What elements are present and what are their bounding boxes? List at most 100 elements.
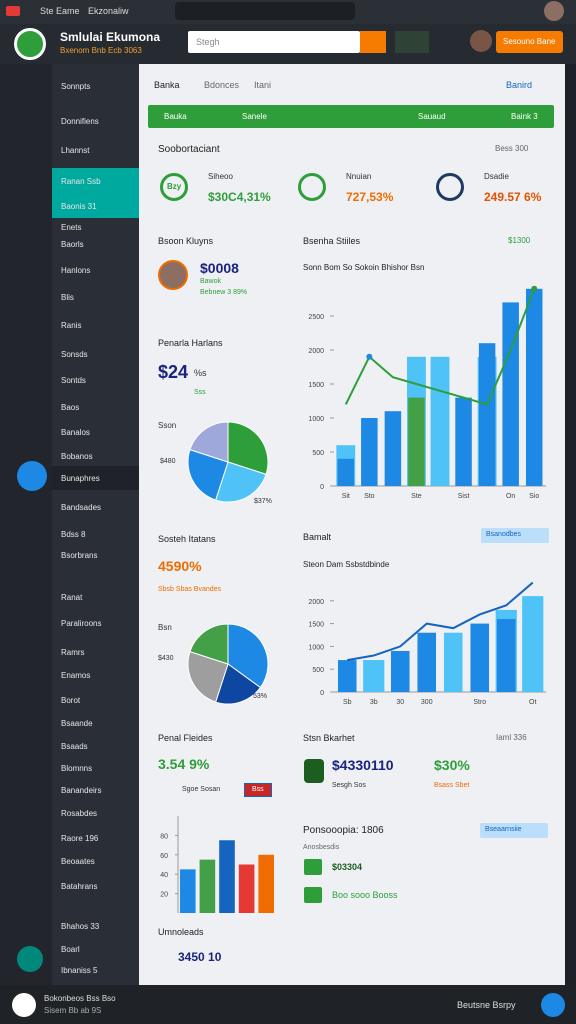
card: Soobortaciant Bess 300 Bzy Siheoo $30C4,31% N… [148, 135, 554, 218]
menu-item[interactable]: Raore 196 [61, 834, 99, 843]
breadcrumb-item[interactable]: Banka [154, 80, 180, 90]
banner-item: Sauaud [418, 112, 446, 121]
row-label[interactable]: Boo sooo Booss [332, 890, 398, 900]
menu-item[interactable]: Baos [61, 403, 80, 412]
pie-unit: %s [194, 368, 207, 378]
profile-label: Bawok [200, 278, 222, 285]
menu-item[interactable]: Sontds [61, 376, 86, 385]
menu-item[interactable]: Bsaads [61, 742, 88, 751]
card: Ponsooopia: 1806 Bseaarnsiie Anosbesdis $03… [294, 813, 554, 920]
card-title: Penarla Harlans [158, 338, 223, 348]
y-tick-label: 0 [320, 690, 324, 697]
metric-icon-label: Bzy [167, 182, 182, 191]
bar [431, 363, 449, 486]
avatar[interactable] [544, 1, 564, 21]
menu-item[interactable]: Bhahos 33 [61, 922, 100, 931]
header-button[interactable]: Sesouno Bane [496, 31, 563, 53]
x-tick-label: Sb [343, 699, 352, 706]
menu-item[interactable]: Hanlons [61, 266, 91, 275]
tab[interactable]: Ste Eame [40, 6, 80, 16]
breadcrumb-item[interactable]: Itani [254, 80, 272, 90]
menu-item[interactable]: Sonnpts [61, 82, 91, 91]
menu-item[interactable]: Enets [61, 223, 82, 232]
dropdown-label[interactable]: Bsanodbes [486, 531, 522, 538]
chat-button[interactable] [541, 993, 565, 1017]
menu-item[interactable]: Borot [61, 696, 81, 705]
menu-item[interactable]: Bsorbrans [61, 551, 98, 560]
search-button[interactable] [360, 31, 386, 53]
menu-item[interactable]: Banalos [61, 428, 90, 437]
menu-item[interactable]: Bunaphres [61, 474, 100, 483]
card-title: Bsenha Stiiles [303, 236, 361, 246]
sidebar: Sonnpts Donnifiens Lhannst Ranan Ssb Baonis … [52, 64, 139, 985]
row-icon [304, 859, 322, 875]
y-tick-label: 2000 [308, 599, 324, 606]
avatar [158, 260, 188, 290]
user-avatar[interactable] [470, 30, 492, 52]
menu-item[interactable]: Ranat [61, 593, 83, 602]
x-tick-label: 30 [396, 699, 404, 706]
menu-item[interactable]: Beoaates [61, 857, 95, 866]
menu-item[interactable]: Sonsds [61, 350, 88, 359]
banner: Bauka Sanele Sauaud Baink 3 [148, 105, 554, 128]
menu-item[interactable]: Banandeirs [61, 786, 102, 795]
search-input[interactable]: Stegh [188, 31, 360, 53]
avatar[interactable] [12, 993, 36, 1017]
market-value: $4330110 [332, 757, 394, 773]
menu-item[interactable]: Baonis 31 [61, 202, 97, 211]
metric-value: 249.57 6% [484, 190, 542, 204]
metric-label: Nnuian [346, 172, 372, 181]
bar [390, 650, 410, 692]
line-point [531, 285, 538, 292]
bar [199, 859, 216, 913]
tab[interactable]: Ekzonaliw [88, 6, 129, 16]
card-title: Penal Fleides [158, 733, 213, 743]
dropdown[interactable] [480, 823, 548, 838]
card-action[interactable]: Iaml 336 [496, 733, 527, 742]
rail-active[interactable] [17, 461, 47, 491]
banner-item: Bauka [164, 112, 187, 121]
menu-item[interactable]: Lhannst [61, 146, 90, 155]
rail-bottom[interactable] [17, 946, 43, 972]
banner-item: Sanele [242, 112, 267, 121]
menu-item[interactable]: Ranis [61, 321, 82, 330]
menu-item[interactable]: Rosabdes [61, 809, 98, 818]
menu-item[interactable]: Baorls [61, 240, 84, 249]
row-label[interactable]: $03304 [332, 862, 363, 872]
menu-item[interactable]: Donnifiens [61, 117, 99, 126]
metric-icon [298, 173, 326, 201]
menu-item[interactable]: Batahrans [61, 882, 98, 891]
menu-item[interactable]: Boarl [61, 945, 80, 954]
card-action[interactable]: $1300 [508, 236, 531, 245]
menu-item[interactable]: Ibnaniss 5 [61, 966, 98, 975]
card: Bsoon Kluyns $0008 Bawok Bebnew 3 89% [148, 226, 282, 318]
footer-action[interactable]: Beutsne Bsrpy [457, 1000, 516, 1010]
footer-value: 3450 10 [178, 950, 222, 964]
toolbar-button[interactable] [395, 31, 429, 53]
menu-item[interactable]: Enamos [61, 671, 91, 680]
dropdown-label[interactable]: Bseaarnsiie [485, 826, 522, 833]
bar [478, 343, 496, 486]
breadcrumb-action[interactable]: Banird [506, 80, 533, 90]
breadcrumb-item[interactable]: Bdonces [204, 80, 240, 90]
bar [443, 632, 463, 692]
x-tick-label: Ot [529, 699, 536, 706]
address-bar[interactable] [175, 2, 355, 20]
menu-item[interactable]: Blis [61, 293, 74, 302]
menu-item[interactable]: Bsaande [61, 719, 93, 728]
y-tick-label: 500 [312, 450, 324, 457]
menu-item[interactable]: Bandsades [61, 503, 102, 512]
menu-item[interactable]: Bdss 8 [61, 530, 86, 539]
bar [180, 869, 196, 913]
menu-item[interactable]: Ranan Ssb [61, 177, 101, 186]
menu-item[interactable]: Bobanos [61, 452, 93, 461]
x-tick-label: Sto [364, 493, 375, 500]
metric-value: 727,53% [346, 190, 394, 204]
menu-item[interactable]: Blomnns [61, 764, 93, 773]
menu-item[interactable]: Ramrs [61, 648, 85, 657]
card: Bsenha Stiiles $1300 Sonn Bom So Sokoin Bh… [294, 226, 554, 513]
sidebar-band [52, 466, 139, 490]
menu-item[interactable]: Paraliroons [61, 619, 102, 628]
card-action[interactable]: Bess 300 [495, 144, 529, 153]
dropdown[interactable] [481, 528, 549, 543]
